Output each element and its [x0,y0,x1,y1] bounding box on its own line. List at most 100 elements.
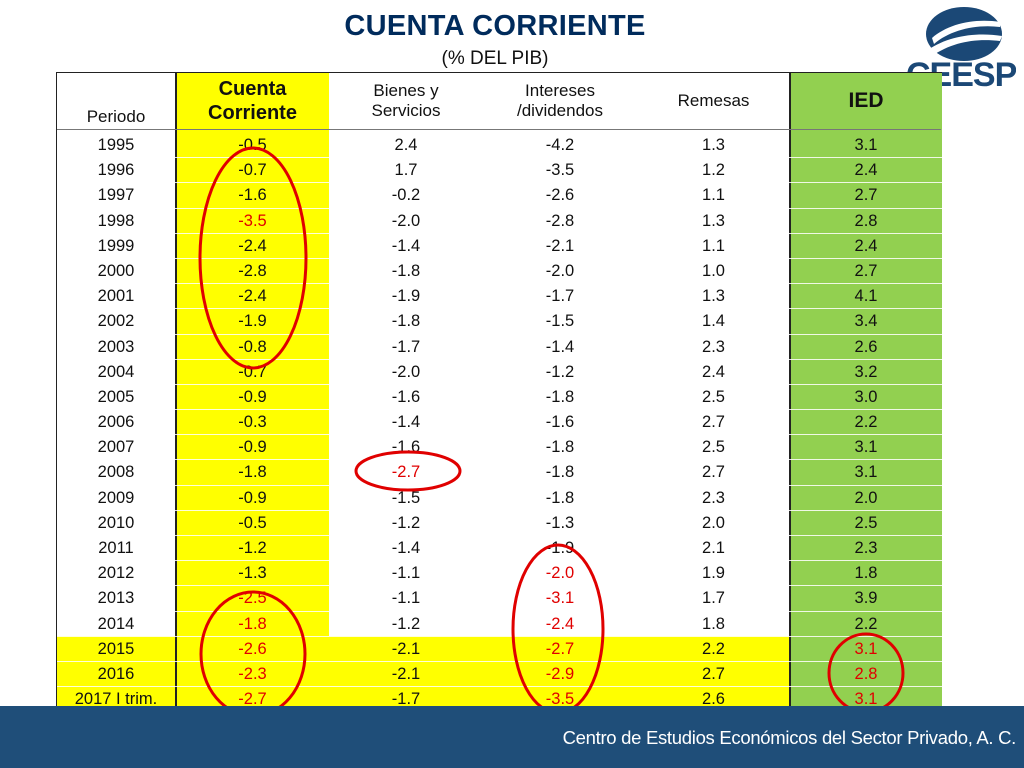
value-cell: -1.7 [545,287,575,306]
value-cell: -1.3 [238,564,267,583]
value-cell: -2.4 [545,614,575,633]
value-cell: -2.9 [545,664,575,683]
value-cell: -1.1 [391,564,421,583]
value-cell: 1.3 [702,211,725,230]
column-divider [789,73,791,711]
value-cell: -2.6 [238,639,267,658]
table-body: 1995 -0.5 2.4 -4.2 1.3 3.1 1996 -0.7 1.7 -3.5 1.2 2… [57,133,942,713]
value-cell: -2.0 [391,211,421,230]
value-cell: 1.8 [702,614,725,633]
period-cell: 2016 [97,664,135,683]
table-row: 2014 -1.8 -1.2 -2.4 1.8 2.2 [57,612,942,637]
period-cell: 1998 [97,211,135,230]
header-remesas: Remesas [677,91,750,110]
value-cell: -1.5 [545,312,575,331]
value-cell: 1.2 [702,161,725,180]
period-cell: 2010 [97,513,135,532]
page-title: CUENTA CORRIENTE [344,10,646,42]
value-cell: -0.5 [238,513,267,532]
value-cell: 1.0 [702,261,725,280]
table-row: 2007 -0.9 -1.6 -1.8 2.5 3.1 [57,435,942,461]
value-cell: -1.8 [545,488,575,507]
value-cell: -1.9 [238,312,267,331]
value-cell: 2.5 [702,438,725,457]
footer-bar: Centro de Estudios Económicos del Sector… [0,706,1024,768]
value-cell: -0.3 [238,413,267,432]
period-cell: 1999 [97,236,135,255]
page-subtitle: (% DEL PIB) [441,48,549,69]
period-cell: 2005 [97,387,135,406]
value-cell: -2.0 [545,564,575,583]
column-divider [175,73,177,711]
header-periodo: Periodo [86,107,146,126]
value-cell: -1.6 [238,186,267,205]
value-cell: -1.8 [545,438,575,457]
value-cell: 2.2 [702,639,725,658]
value-cell: -2.8 [238,261,267,280]
value-cell: -1.8 [238,463,267,482]
period-cell: 2002 [97,312,135,331]
value-cell: 3.1 [854,639,878,658]
period-cell: 1995 [97,136,135,154]
period-cell: 2014 [97,614,135,633]
value-cell: 2.2 [854,413,878,432]
value-cell: 2.3 [702,488,725,507]
period-cell: 2006 [97,413,135,432]
header-divider [57,129,941,130]
value-cell: 3.4 [854,312,878,331]
value-cell: 1.8 [854,564,878,583]
value-cell: 2.3 [854,539,878,557]
value-cell: -1.8 [545,387,575,406]
table-row: 1995 -0.5 2.4 -4.2 1.3 3.1 [57,133,942,159]
value-cell: 2.7 [702,664,725,683]
period-cell: 2013 [97,589,135,608]
value-cell: -1.9 [391,287,421,306]
value-cell: -1.4 [545,337,575,356]
value-cell: 2.7 [854,261,878,280]
header-bienes-servicios: Bienes y Servicios [371,81,441,120]
value-cell: -2.3 [238,664,267,683]
value-cell: -1.4 [391,413,421,432]
value-cell: 3.1 [854,463,878,482]
value-cell: -1.8 [391,261,421,280]
table-row: 2006 -0.3 -1.4 -1.6 2.7 2.2 [57,410,942,436]
table-row: 2015 -2.6 -2.1 -2.7 2.2 3.1 [57,637,942,663]
value-cell: -2.7 [545,639,575,658]
value-cell: -2.6 [545,186,575,205]
ceesp-logo: CEESP [906,7,1016,90]
value-cell: -1.6 [391,438,421,457]
value-cell: 3.1 [854,136,878,154]
period-cell: 2000 [97,261,135,280]
period-cell: 2008 [97,463,135,482]
period-cell: 2017 I trim. [74,690,158,709]
value-cell: 2.5 [702,387,725,406]
value-cell: 2.4 [394,136,418,154]
value-cell: -1.9 [545,539,575,557]
value-cell: 2.3 [702,337,725,356]
value-cell: 1.1 [702,236,725,255]
value-cell: -2.7 [391,463,421,482]
table-row: 2012 -1.3 -1.1 -2.0 1.9 1.8 [57,561,942,587]
value-cell: -1.2 [238,539,267,557]
value-cell: 2.4 [854,236,878,255]
value-cell: 2.7 [702,463,725,482]
value-cell: 2.5 [854,513,878,532]
value-cell: -1.6 [545,413,575,432]
value-cell: 2.8 [854,664,878,683]
value-cell: -2.4 [238,236,267,255]
table-row: 2003 -0.8 -1.7 -1.4 2.3 2.6 [57,335,942,360]
value-cell: 1.3 [702,287,725,306]
period-cell: 2015 [97,639,135,658]
value-cell: -0.7 [238,161,267,180]
value-cell: -1.2 [391,614,421,633]
value-cell: 4.1 [854,287,878,306]
value-cell: -1.4 [391,539,421,557]
value-cell: 1.1 [702,186,725,205]
value-cell: -1.7 [391,337,421,356]
value-cell: -1.5 [391,488,421,507]
table-row: 2013 -2.5 -1.1 -3.1 1.7 3.9 [57,586,942,612]
ied-highlight [790,73,942,711]
value-cell: 1.9 [702,564,725,583]
value-cell: 2.6 [854,337,878,356]
table-row: 2002 -1.9 -1.8 -1.5 1.4 3.4 [57,309,942,335]
